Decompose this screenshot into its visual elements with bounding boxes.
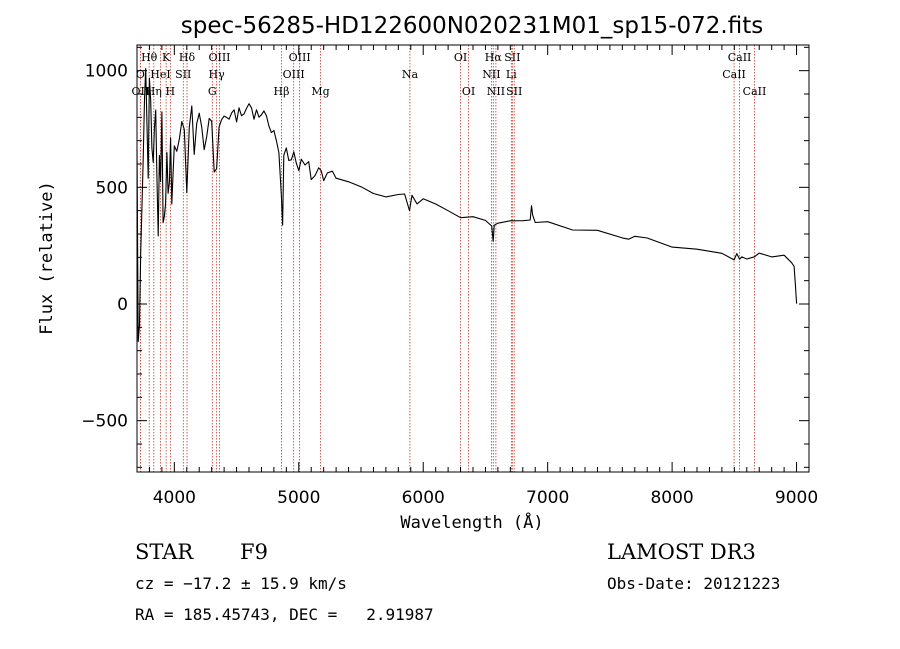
marker-label-24: OI bbox=[462, 85, 475, 98]
marker-lines bbox=[139, 45, 755, 472]
marker-label-7: SII bbox=[504, 51, 520, 64]
marker-label-2: Hδ bbox=[179, 51, 196, 64]
marker-label-9: O bbox=[136, 68, 145, 81]
x-axis-label: Wavelength (Å) bbox=[400, 511, 543, 533]
marker-label-11: SII bbox=[175, 68, 191, 81]
marker-label-3: OIII bbox=[208, 51, 230, 64]
marker-label-18: OII bbox=[132, 85, 150, 98]
marker-label-21: G bbox=[208, 85, 217, 98]
marker-label-23: Mg bbox=[311, 85, 329, 98]
marker-label-19: Hη bbox=[146, 85, 162, 98]
marker-label-27: CaII bbox=[743, 85, 767, 98]
y-tick-label: 500 bbox=[96, 178, 128, 198]
marker-label-6: Hα bbox=[485, 51, 503, 64]
redshift-value: cz = −17.2 ± 15.9 km/s bbox=[135, 574, 347, 593]
obs-date: Obs-Date: 20121223 bbox=[607, 574, 780, 593]
marker-label-4: OIII bbox=[289, 51, 311, 64]
marker-label-26: SII bbox=[506, 85, 522, 98]
coordinates: RA = 185.45743, DEC = 2.91987 bbox=[135, 605, 434, 624]
x-axis: 4000 5000 6000 7000 8000 9000 bbox=[136, 45, 818, 508]
y-tick-label: 1000 bbox=[85, 62, 128, 82]
spectrum-line bbox=[136, 68, 798, 343]
plot-frame bbox=[136, 44, 810, 473]
chart-title: spec-56285-HD122600N020231M01_sp15-072.f… bbox=[181, 13, 763, 39]
x-tick-label: 4000 bbox=[153, 488, 196, 508]
x-tick-label: 8000 bbox=[650, 488, 693, 508]
x-tick-label: 9000 bbox=[775, 488, 818, 508]
x-tick-label: 6000 bbox=[402, 488, 445, 508]
marker-label-20: H bbox=[166, 85, 176, 98]
marker-label-12: Hγ bbox=[209, 68, 226, 81]
y-axis: −500 0 500 1000 bbox=[81, 46, 809, 468]
marker-label-10: HeI bbox=[150, 68, 170, 81]
y-tick-label: −500 bbox=[81, 412, 128, 432]
marker-label-25: NII bbox=[487, 85, 505, 98]
marker-label-0: Hθ bbox=[141, 51, 158, 64]
marker-label-8: CaII bbox=[728, 51, 752, 64]
x-tick-label: 7000 bbox=[526, 488, 569, 508]
y-tick-label: 0 bbox=[117, 295, 128, 315]
survey-name: LAMOST DR3 bbox=[607, 540, 756, 564]
marker-label-14: Na bbox=[402, 68, 419, 81]
spectral-class: F9 bbox=[240, 540, 268, 564]
marker-label-13: OIII bbox=[283, 68, 305, 81]
marker-label-16: Li bbox=[506, 68, 517, 81]
marker-label-1: K bbox=[162, 51, 171, 64]
x-tick-label: 5000 bbox=[277, 488, 320, 508]
object-type: STAR bbox=[135, 540, 194, 564]
marker-label-15: NII bbox=[482, 68, 500, 81]
y-axis-label: Flux (relative) bbox=[37, 181, 57, 335]
marker-label-22: Hβ bbox=[274, 85, 290, 98]
marker-label-5: OI bbox=[454, 51, 467, 64]
marker-label-17: CaII bbox=[722, 68, 746, 81]
